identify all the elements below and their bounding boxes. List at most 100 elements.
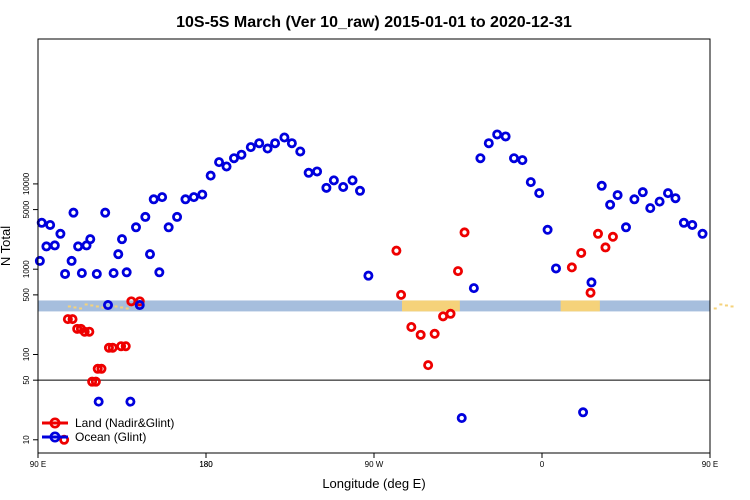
data-point — [621, 222, 632, 233]
data-point — [66, 255, 77, 266]
data-point — [508, 153, 519, 164]
data-point — [468, 283, 479, 294]
data-point — [214, 157, 225, 168]
map-island — [67, 305, 71, 308]
data-point — [180, 194, 191, 205]
data-point — [525, 177, 536, 188]
data-point — [103, 300, 114, 311]
data-point — [517, 155, 528, 166]
map-island — [90, 304, 94, 307]
data-point — [116, 341, 127, 352]
data-point — [286, 138, 297, 149]
data-point — [596, 180, 607, 191]
data-point — [406, 322, 417, 333]
data-point — [492, 129, 503, 140]
data-point — [134, 300, 145, 311]
data-point — [172, 211, 183, 222]
chart-title: 10S-5S March (Ver 10_raw) 2015-01-01 to … — [176, 14, 572, 31]
map-island — [719, 303, 723, 306]
data-point — [221, 161, 232, 172]
data-point — [188, 192, 199, 203]
data-point — [612, 190, 623, 201]
x-tick-label: 90 E — [30, 460, 46, 469]
data-point — [483, 138, 494, 149]
data-point — [576, 247, 587, 258]
data-point — [687, 219, 698, 230]
data-point — [113, 249, 124, 260]
data-point — [459, 227, 470, 238]
data-point — [197, 189, 208, 200]
map-island — [114, 305, 118, 308]
y-axis-title: N Total — [0, 226, 13, 266]
y-axis-ticks: 10 50 100 500 1000 5000 10000 — [22, 172, 38, 444]
data-point — [90, 376, 101, 387]
data-point — [542, 224, 553, 235]
data-point — [67, 314, 78, 325]
data-point — [228, 153, 239, 164]
data-point — [254, 138, 265, 149]
data-point — [697, 228, 708, 239]
data-points — [34, 129, 708, 445]
data-point — [585, 287, 596, 298]
data-point — [62, 314, 73, 325]
data-point — [279, 132, 290, 143]
data-point — [236, 149, 247, 160]
data-point — [79, 326, 90, 337]
data-point — [157, 192, 168, 203]
data-point — [205, 170, 216, 181]
data-point — [85, 234, 96, 245]
data-point — [445, 308, 456, 319]
series-land — [59, 227, 618, 445]
map-island — [120, 306, 124, 309]
data-point — [140, 211, 151, 222]
data-point — [163, 222, 174, 233]
data-point — [108, 268, 119, 279]
legend-land-marker — [49, 417, 61, 429]
data-point — [629, 194, 640, 205]
data-point — [363, 270, 374, 281]
map-island — [724, 304, 728, 307]
data-point — [126, 296, 137, 307]
data-point — [92, 363, 103, 374]
map-island — [713, 307, 717, 310]
data-point — [578, 407, 589, 418]
data-point — [566, 262, 577, 273]
y-tick-label: 50 — [22, 375, 31, 384]
data-point — [45, 219, 56, 230]
data-point — [245, 142, 256, 153]
data-point — [586, 277, 597, 288]
data-point — [321, 182, 332, 193]
map-ocean-band — [38, 300, 710, 312]
data-point — [144, 249, 155, 260]
data-point — [60, 268, 71, 279]
data-point — [84, 326, 95, 337]
y-tick-label: 500 — [22, 288, 31, 302]
data-point — [49, 240, 60, 251]
data-point — [500, 131, 511, 142]
map-island — [101, 306, 105, 309]
data-point — [328, 175, 339, 186]
data-point — [121, 267, 132, 278]
data-point — [600, 242, 611, 253]
data-point — [607, 231, 618, 242]
data-point — [645, 203, 656, 214]
data-point — [262, 143, 273, 154]
data-point — [670, 193, 681, 204]
data-point — [423, 360, 434, 371]
data-point — [678, 217, 689, 228]
data-point — [654, 196, 665, 207]
map-island — [95, 305, 99, 308]
data-point — [91, 268, 102, 279]
legend-ocean-label: Ocean (Glint) — [75, 430, 146, 444]
x-axis-title: Longitude (deg E) — [322, 476, 425, 491]
data-point — [107, 342, 118, 353]
data-point — [125, 396, 136, 407]
data-point — [87, 376, 98, 387]
legend-ocean-marker — [49, 431, 61, 443]
data-point — [295, 146, 306, 157]
data-point — [415, 329, 426, 340]
y-tick-label: 5000 — [22, 200, 31, 218]
data-point — [148, 194, 159, 205]
